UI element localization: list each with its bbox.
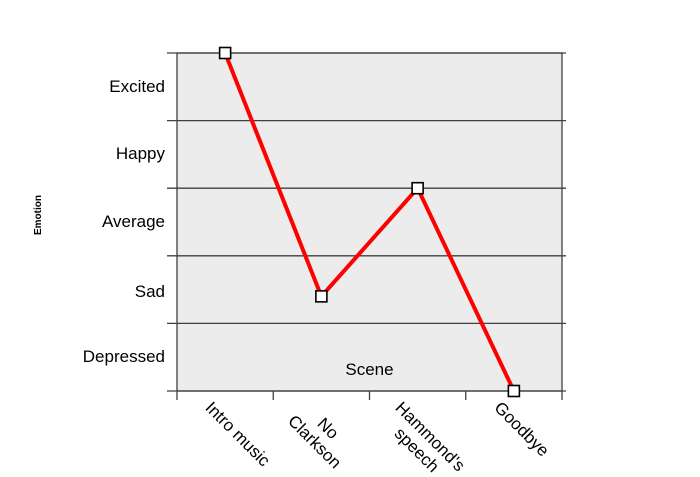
y-tick-label-happy: Happy bbox=[115, 144, 165, 163]
emotion-series-line bbox=[223, 51, 516, 393]
y-tick-label-excited: Excited bbox=[109, 77, 165, 96]
y-tick-label-depressed: Depressed bbox=[82, 347, 165, 366]
plot-background bbox=[177, 53, 562, 391]
data-point-marker bbox=[507, 384, 521, 398]
data-point-marker bbox=[411, 181, 424, 195]
x-axis-title: Scene bbox=[345, 360, 394, 379]
y-tick-label-average: Average bbox=[101, 212, 165, 231]
data-point-marker bbox=[218, 46, 232, 60]
data-point-marker bbox=[315, 290, 328, 303]
y-tick-label-sad: Sad bbox=[134, 282, 165, 301]
